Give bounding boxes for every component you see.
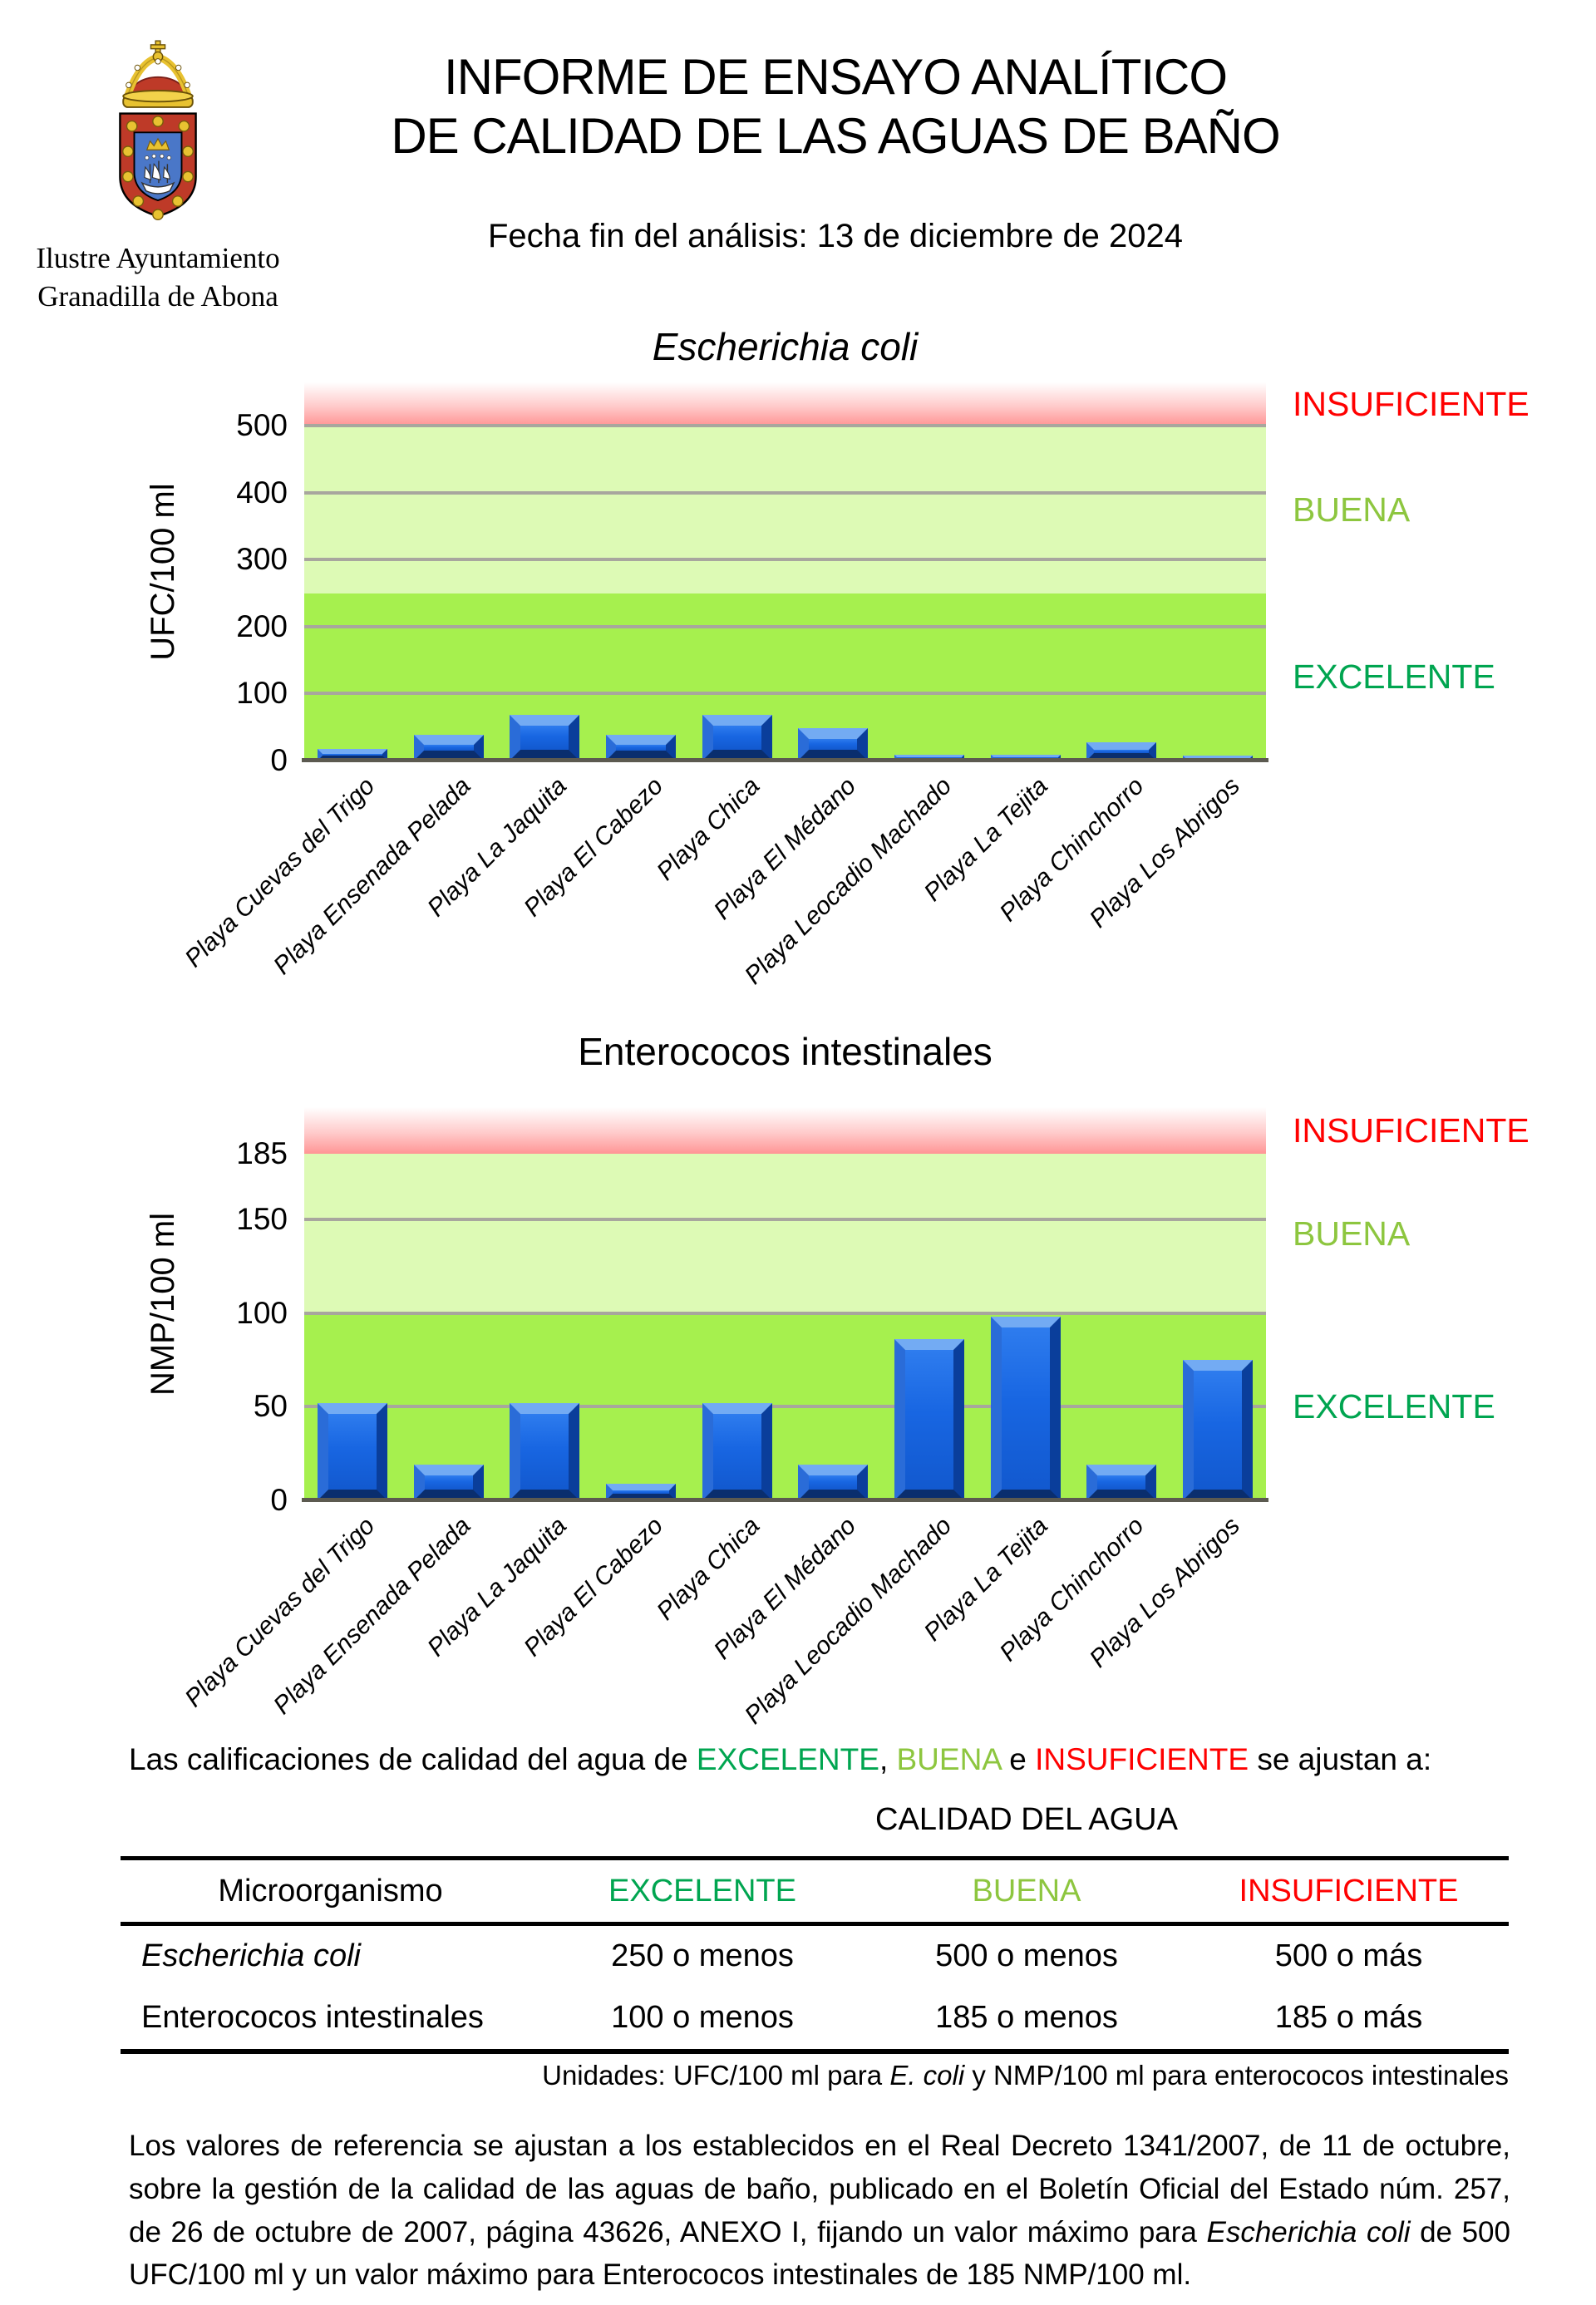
col-header-good: BUENA bbox=[864, 1860, 1189, 1926]
zone-label-excellent: EXCELENTE bbox=[1293, 658, 1495, 697]
ref-part1: Los valores de referencia se ajustan a l… bbox=[129, 2130, 1510, 2248]
bar-Playa Leocadio Machado bbox=[894, 1339, 965, 1500]
bar-Playa Chinchorro bbox=[1086, 742, 1157, 761]
units-prefix: Unidades: UFC/100 ml para bbox=[542, 2060, 890, 2091]
units-suffix: y NMP/100 ml para enterococos intestinal… bbox=[964, 2060, 1509, 2091]
zone-band-insufficient bbox=[304, 382, 1266, 426]
reference-paragraph: Los valores de referencia se ajustan a l… bbox=[129, 2125, 1510, 2297]
col-header-microorganism: Microorganismo bbox=[121, 1860, 540, 1926]
zone-band-good bbox=[304, 1154, 1266, 1313]
y-tick-label-400: 400 bbox=[236, 475, 288, 510]
x-axis-line bbox=[302, 758, 1268, 762]
y-tick-label-0: 0 bbox=[270, 743, 288, 777]
units-note: Unidades: UFC/100 ml para E. coli y NMP/… bbox=[542, 2060, 1509, 2091]
municipal-coat-of-arms-icon bbox=[119, 40, 197, 221]
gridline-100 bbox=[304, 1311, 1266, 1315]
zone-band-excellent bbox=[304, 593, 1266, 761]
row-enterococci-name: Enterococos intestinales bbox=[141, 2000, 484, 2035]
gridline-300 bbox=[304, 558, 1266, 562]
qual-insufficient: INSUFICIENTE bbox=[1035, 1742, 1249, 1776]
bar-Playa Ensenada Pelada bbox=[413, 735, 484, 761]
qualifications-sentence: Las calificaciones de calidad del agua d… bbox=[129, 1742, 1542, 1777]
x-axis-line bbox=[302, 1498, 1268, 1502]
y-tick-label-100: 100 bbox=[236, 676, 288, 711]
row-enterococci-good: 185 o menos bbox=[935, 2000, 1118, 2035]
gridline-400 bbox=[304, 490, 1266, 495]
x-category-label: Playa Cuevas del Trigo bbox=[180, 1512, 381, 1713]
title-line2: DE CALIDAD DE LAS AGUAS DE BAÑO bbox=[391, 107, 1280, 164]
enterococci-chart: EXCELENTE BUENA INSUFICIENTE Playa Cuevas d… bbox=[180, 1107, 1530, 1730]
bar-Playa El Médano bbox=[798, 728, 869, 761]
y-tick-label-100: 100 bbox=[236, 1295, 288, 1330]
enterococci-chart-title: Enterococos intestinales bbox=[578, 1030, 993, 1073]
y-tick-label-300: 300 bbox=[236, 542, 288, 577]
y-tick-label-185: 185 bbox=[236, 1136, 288, 1171]
ref-part2: de 500 UFC/100 ml y un valor máximo para… bbox=[129, 2215, 1510, 2292]
bar-Playa Ensenada Pelada bbox=[413, 1465, 484, 1500]
gridline-50 bbox=[304, 1405, 1266, 1409]
col-header-excellent: EXCELENTE bbox=[540, 1860, 864, 1926]
y-tick-label-50: 50 bbox=[253, 1389, 288, 1424]
row-enterococci-insufficient: 185 o más bbox=[1274, 2000, 1423, 2035]
qual-sep1: , bbox=[879, 1742, 897, 1776]
ecoli-chart: EXCELENTE BUENA INSUFICIENTE Playa Cuevas d… bbox=[180, 382, 1530, 990]
org-line1: Ilustre Ayuntamiento bbox=[36, 242, 280, 274]
water-quality-table: Microorganismo EXCELENTE BUENA INSUFICIE… bbox=[121, 1856, 1509, 2054]
x-category-label: Playa Ensenada Pelada bbox=[268, 772, 476, 980]
gridline-150 bbox=[304, 1218, 1266, 1222]
zone-band-good bbox=[304, 426, 1266, 593]
y-tick-label-0: 0 bbox=[270, 1483, 288, 1517]
gridline-500 bbox=[304, 424, 1266, 428]
bar-Playa El Cabezo bbox=[605, 735, 676, 761]
gridline-200 bbox=[304, 624, 1266, 628]
org-line2: Granadilla de Abona bbox=[37, 280, 278, 313]
qual-prefix: Las calificaciones de calidad del agua d… bbox=[129, 1742, 697, 1776]
qual-suffix: se ajustan a: bbox=[1249, 1742, 1432, 1776]
y-tick-label-500: 500 bbox=[236, 408, 288, 443]
table-title: CALIDAD DEL AGUA bbox=[875, 1802, 1178, 1837]
bar-Playa La Tejita bbox=[990, 1317, 1061, 1500]
bar-Playa La Jaquita bbox=[510, 1402, 580, 1500]
zone-label-insufficient: INSUFICIENTE bbox=[1293, 1111, 1530, 1150]
zone-label-good: BUENA bbox=[1293, 1214, 1411, 1253]
row-ecoli-name: Escherichia coli bbox=[141, 1938, 361, 1973]
bar-Playa Chinchorro bbox=[1086, 1465, 1157, 1500]
bar-Playa Cuevas del Trigo bbox=[317, 748, 387, 761]
zone-label-good: BUENA bbox=[1293, 490, 1411, 529]
row-enterococci-excellent: 100 o menos bbox=[611, 2000, 794, 2035]
bar-Playa Chica bbox=[702, 715, 772, 761]
y-tick-label-150: 150 bbox=[236, 1202, 288, 1237]
bar-Playa La Jaquita bbox=[510, 715, 580, 761]
x-category-label: Playa Ensenada Pelada bbox=[268, 1512, 476, 1720]
row-ecoli-insufficient: 500 o más bbox=[1274, 1938, 1423, 1973]
bar-Playa El Médano bbox=[798, 1465, 869, 1500]
bar-Playa El Cabezo bbox=[605, 1483, 676, 1500]
title-line1: INFORME DE ENSAYO ANALÍTICO bbox=[443, 49, 1228, 105]
bar-Playa Los Abrigos bbox=[1183, 1360, 1254, 1500]
bar-Playa Cuevas del Trigo bbox=[317, 1402, 387, 1500]
page-title: INFORME DE ENSAYO ANALÍTICO DE CALIDAD D… bbox=[200, 48, 1471, 166]
zone-band-insufficient bbox=[304, 1107, 1266, 1155]
ecoli-chart-title: Escherichia coli bbox=[652, 325, 919, 368]
zone-label-insufficient: INSUFICIENTE bbox=[1293, 385, 1530, 424]
col-header-insufficient: INSUFICIENTE bbox=[1189, 1860, 1509, 1926]
bar-Playa Chica bbox=[702, 1402, 772, 1500]
x-category-label: Playa Cuevas del Trigo bbox=[180, 772, 381, 973]
row-ecoli-good: 500 o menos bbox=[935, 1938, 1118, 1973]
qual-sep2: e bbox=[1000, 1742, 1036, 1776]
row-ecoli-excellent: 250 o menos bbox=[611, 1938, 794, 1973]
qual-good: BUENA bbox=[896, 1742, 1001, 1776]
y-tick-label-200: 200 bbox=[236, 608, 288, 643]
zone-label-excellent: EXCELENTE bbox=[1293, 1387, 1495, 1426]
analysis-end-date: Fecha fin del análisis: 13 de diciembre … bbox=[487, 218, 1184, 254]
gridline-100 bbox=[304, 692, 1266, 696]
ref-italic: Escherichia coli bbox=[1206, 2215, 1411, 2248]
units-italic: E. coli bbox=[889, 2060, 965, 2091]
qual-excellent: EXCELENTE bbox=[696, 1742, 879, 1776]
organization-name: Ilustre Ayuntamiento Granadilla de Abona bbox=[8, 239, 308, 316]
